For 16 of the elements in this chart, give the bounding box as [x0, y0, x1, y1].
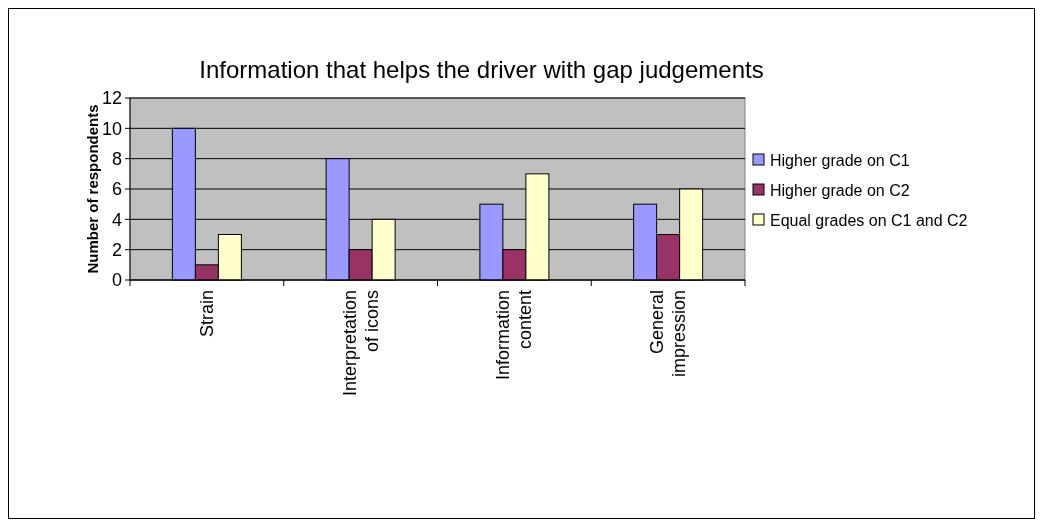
- y-tick-label: 6: [111, 179, 122, 200]
- y-axis-title: Number of respondents: [84, 104, 101, 274]
- legend-label: Higher grade on C1: [770, 151, 910, 169]
- x-tick-label: Strain: [196, 290, 217, 338]
- chart-title: Information that helps the driver with gap judgements: [199, 56, 764, 83]
- x-tick-label: General impression: [647, 290, 690, 378]
- y-tick-label: 12: [101, 88, 122, 109]
- y-tick-label: 2: [111, 239, 122, 260]
- y-tick-label: 10: [101, 118, 122, 139]
- y-tick-label: 0: [111, 270, 122, 291]
- x-tick-label: Information content: [493, 290, 536, 381]
- y-tick-label: 8: [111, 148, 122, 169]
- x-tick-label: Interpretation of icons: [339, 290, 382, 397]
- legend-label: Higher grade on C2: [770, 181, 910, 199]
- legend-label: Equal grades on C1 and C2: [770, 211, 968, 229]
- y-tick-label: 4: [111, 209, 122, 230]
